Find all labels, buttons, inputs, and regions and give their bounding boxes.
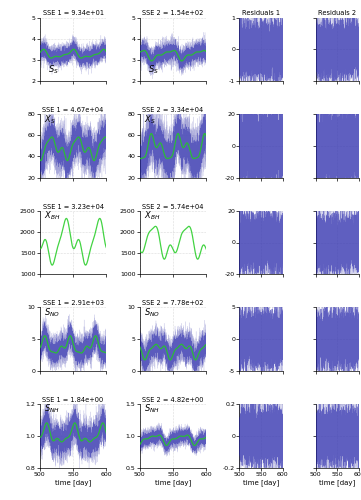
Title: SSE 1 = 3.23e+04: SSE 1 = 3.23e+04 bbox=[43, 204, 104, 210]
Text: $S_{NO}$: $S_{NO}$ bbox=[44, 306, 60, 319]
Text: $S_{NO}$: $S_{NO}$ bbox=[144, 306, 160, 319]
X-axis label: time [day]: time [day] bbox=[155, 480, 191, 486]
Title: SSE 2 = 3.34e+04: SSE 2 = 3.34e+04 bbox=[142, 107, 204, 113]
Text: $S_S$: $S_S$ bbox=[148, 64, 158, 76]
Text: $X_S$: $X_S$ bbox=[44, 113, 55, 126]
Title: SSE 2 = 1.54e+02: SSE 2 = 1.54e+02 bbox=[142, 10, 204, 16]
X-axis label: time [day]: time [day] bbox=[55, 480, 91, 486]
Title: Residuals 2: Residuals 2 bbox=[318, 10, 357, 16]
Text: $X_{BH}$: $X_{BH}$ bbox=[144, 210, 160, 222]
Title: SSE 2 = 5.74e+04: SSE 2 = 5.74e+04 bbox=[142, 204, 204, 210]
Text: $S_{NH}$: $S_{NH}$ bbox=[44, 403, 60, 415]
X-axis label: time [day]: time [day] bbox=[243, 480, 279, 486]
Text: $S_S$: $S_S$ bbox=[48, 64, 58, 76]
Title: SSE 1 = 4.67e+04: SSE 1 = 4.67e+04 bbox=[42, 107, 104, 113]
Title: SSE 1 = 9.34e+01: SSE 1 = 9.34e+01 bbox=[43, 10, 104, 16]
Title: SSE 2 = 4.82e+00: SSE 2 = 4.82e+00 bbox=[142, 397, 204, 403]
Title: SSE 1 = 2.91e+03: SSE 1 = 2.91e+03 bbox=[43, 300, 104, 306]
X-axis label: time [day]: time [day] bbox=[319, 480, 356, 486]
Title: SSE 1 = 1.84e+00: SSE 1 = 1.84e+00 bbox=[43, 397, 104, 403]
Title: SSE 2 = 7.78e+02: SSE 2 = 7.78e+02 bbox=[142, 300, 204, 306]
Title: Residuals 1: Residuals 1 bbox=[242, 10, 280, 16]
Text: $X_{BH}$: $X_{BH}$ bbox=[44, 210, 60, 222]
Text: $S_{NH}$: $S_{NH}$ bbox=[144, 403, 160, 415]
Text: $X_S$: $X_S$ bbox=[144, 113, 155, 126]
